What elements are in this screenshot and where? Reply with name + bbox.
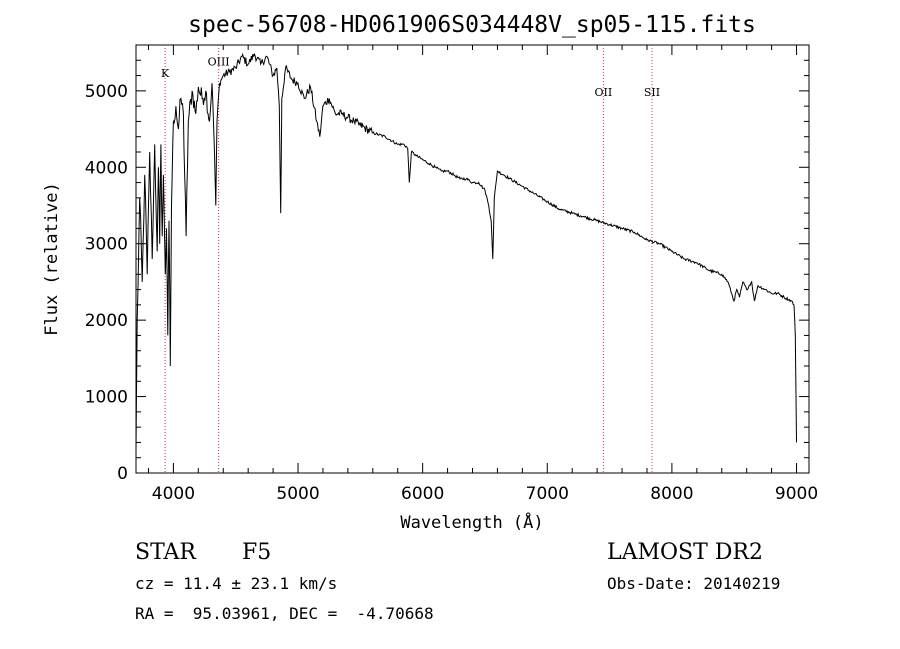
coordinates: RA = 95.03961, DEC = -4.70668 <box>135 604 434 623</box>
x-tick-label: 7000 <box>526 484 569 504</box>
plot-frame <box>135 44 810 474</box>
y-tick-label: 1000 <box>85 388 128 408</box>
line-label-oiii: OIII <box>208 56 230 69</box>
y-tick-label: 4000 <box>85 158 128 178</box>
y-tick-labels: 0 1000 2000 3000 4000 5000 <box>85 82 128 484</box>
x-tick-label: 6000 <box>401 484 444 504</box>
x-tick-labels: 4000 5000 6000 7000 8000 9000 <box>152 484 818 504</box>
object-subclass: F5 <box>242 540 272 565</box>
line-label-sii: SII <box>644 86 660 99</box>
axis-ticks <box>136 44 809 474</box>
x-tick-label: 4000 <box>152 484 195 504</box>
x-tick-label: 5000 <box>276 484 319 504</box>
survey-name: LAMOST DR2 <box>607 540 763 565</box>
observation-date: Obs-Date: 20140219 <box>607 574 781 593</box>
y-tick-label: 2000 <box>85 311 128 331</box>
x-axis-label: Wavelength (Å) <box>400 511 543 533</box>
redshift-value: cz = 11.4 ± 23.1 km/s <box>135 574 338 593</box>
y-axis-label: Flux (relative) <box>42 182 62 336</box>
x-tick-label: 9000 <box>775 484 818 504</box>
y-tick-label: 3000 <box>85 235 128 255</box>
line-label-oii: OII <box>595 86 613 99</box>
chart-title: spec-56708-HD061906S034448V_sp05-115.fit… <box>188 12 756 38</box>
x-tick-label: 8000 <box>650 484 693 504</box>
spectrum-line <box>135 52 797 451</box>
spectral-line-markers: K OIII OII SII <box>161 45 660 473</box>
y-tick-label: 0 <box>117 464 128 484</box>
object-class: STAR <box>135 540 196 565</box>
y-tick-label: 5000 <box>85 82 128 102</box>
line-label-k: K <box>161 67 170 80</box>
